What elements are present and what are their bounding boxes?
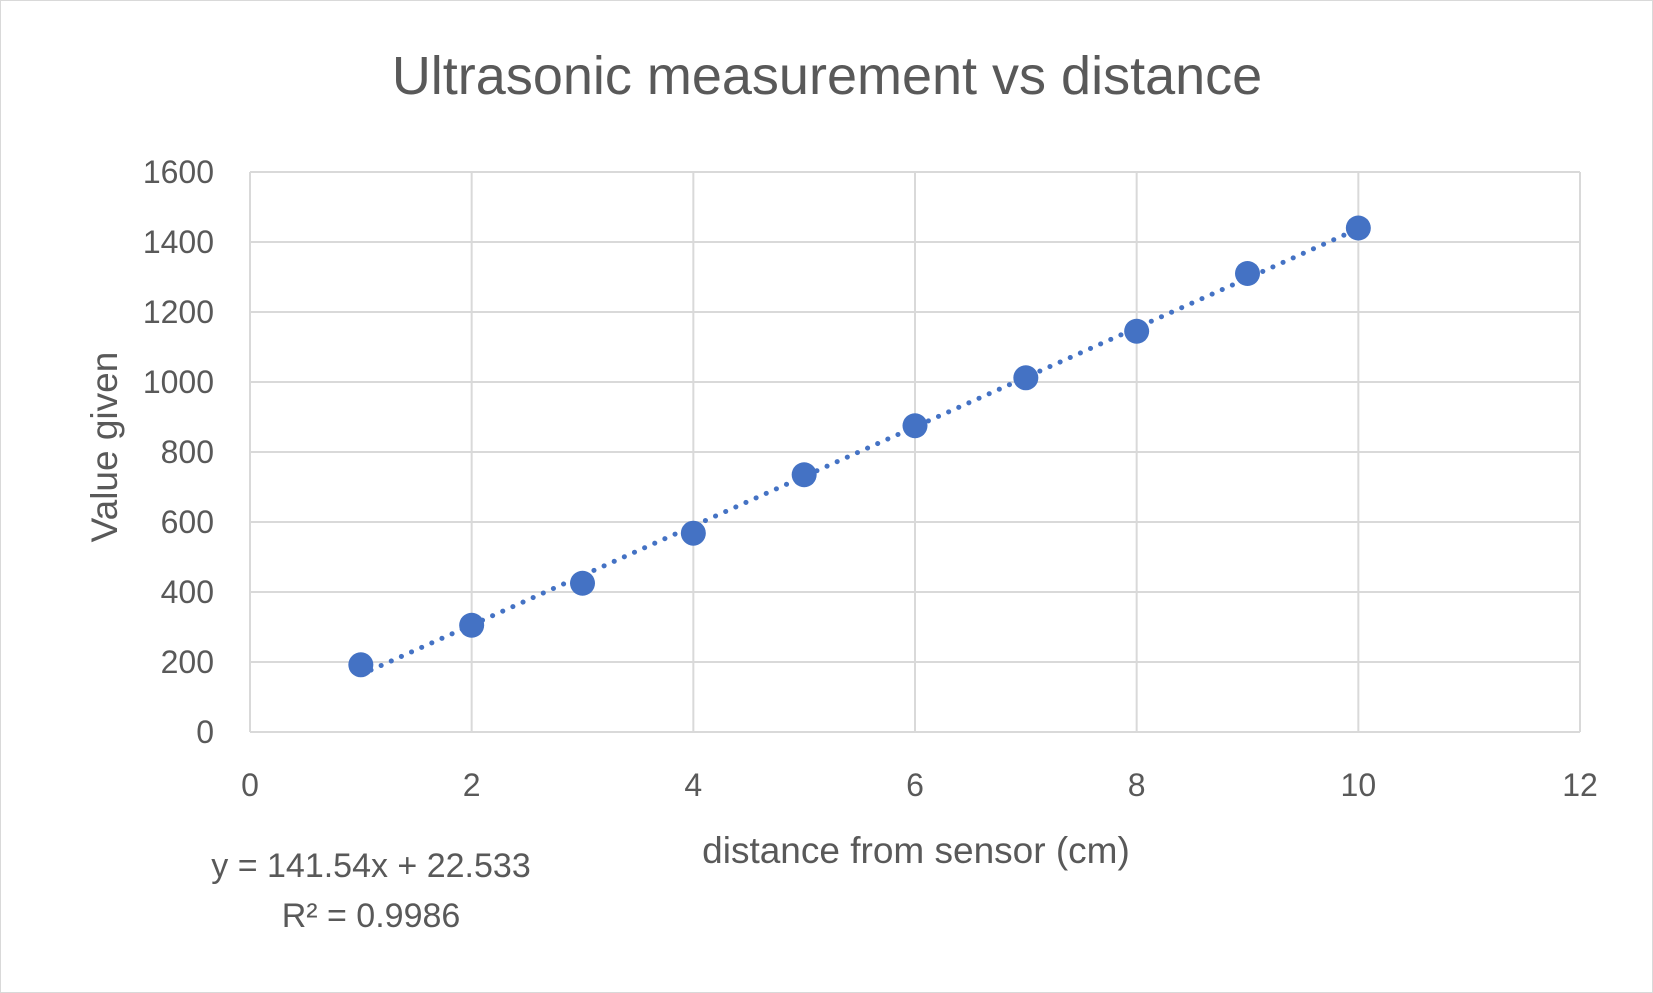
chart-title: Ultrasonic measurement vs distance bbox=[392, 46, 1262, 106]
data-points bbox=[348, 215, 1371, 678]
y-tick-label: 200 bbox=[161, 644, 214, 680]
trendline bbox=[358, 226, 1361, 678]
trendline-equation: y = 141.54x + 22.533 bbox=[211, 847, 530, 885]
x-tick-label: 8 bbox=[1128, 767, 1146, 803]
y-tick-label: 400 bbox=[161, 574, 214, 610]
data-point bbox=[570, 570, 595, 596]
x-tick-label: 4 bbox=[684, 767, 702, 803]
y-tick-label: 1000 bbox=[143, 364, 214, 400]
y-tick-label: 1200 bbox=[143, 294, 214, 330]
x-tick-label: 6 bbox=[906, 767, 924, 803]
x-axis-title: distance from sensor (cm) bbox=[702, 830, 1130, 871]
x-tick-label: 0 bbox=[241, 767, 259, 803]
y-tick-label: 600 bbox=[161, 504, 214, 540]
data-point bbox=[1345, 215, 1371, 241]
y-axis-tick-labels: 0 200 400 600 800 1000 1200 1400 1600 bbox=[143, 154, 214, 750]
x-tick-label: 10 bbox=[1341, 767, 1377, 803]
trendline-r-squared: R² = 0.9986 bbox=[282, 897, 461, 935]
y-tick-label: 800 bbox=[161, 434, 214, 470]
y-tick-label: 1600 bbox=[143, 154, 214, 190]
gridlines bbox=[249, 171, 1581, 733]
y-tick-label: 1400 bbox=[143, 224, 214, 260]
x-tick-label: 2 bbox=[463, 767, 481, 803]
data-point bbox=[459, 612, 485, 638]
y-axis-title: Value given bbox=[84, 352, 125, 543]
y-tick-label: 0 bbox=[196, 714, 214, 750]
data-point bbox=[1013, 365, 1039, 391]
data-point bbox=[1124, 318, 1150, 344]
data-point bbox=[348, 652, 374, 678]
data-point bbox=[1235, 261, 1260, 286]
data-point bbox=[902, 413, 928, 439]
data-point bbox=[680, 520, 706, 546]
data-point bbox=[791, 462, 817, 488]
x-tick-label: 12 bbox=[1562, 767, 1598, 803]
x-axis-tick-labels: 0 2 4 6 8 10 12 bbox=[241, 767, 1598, 803]
